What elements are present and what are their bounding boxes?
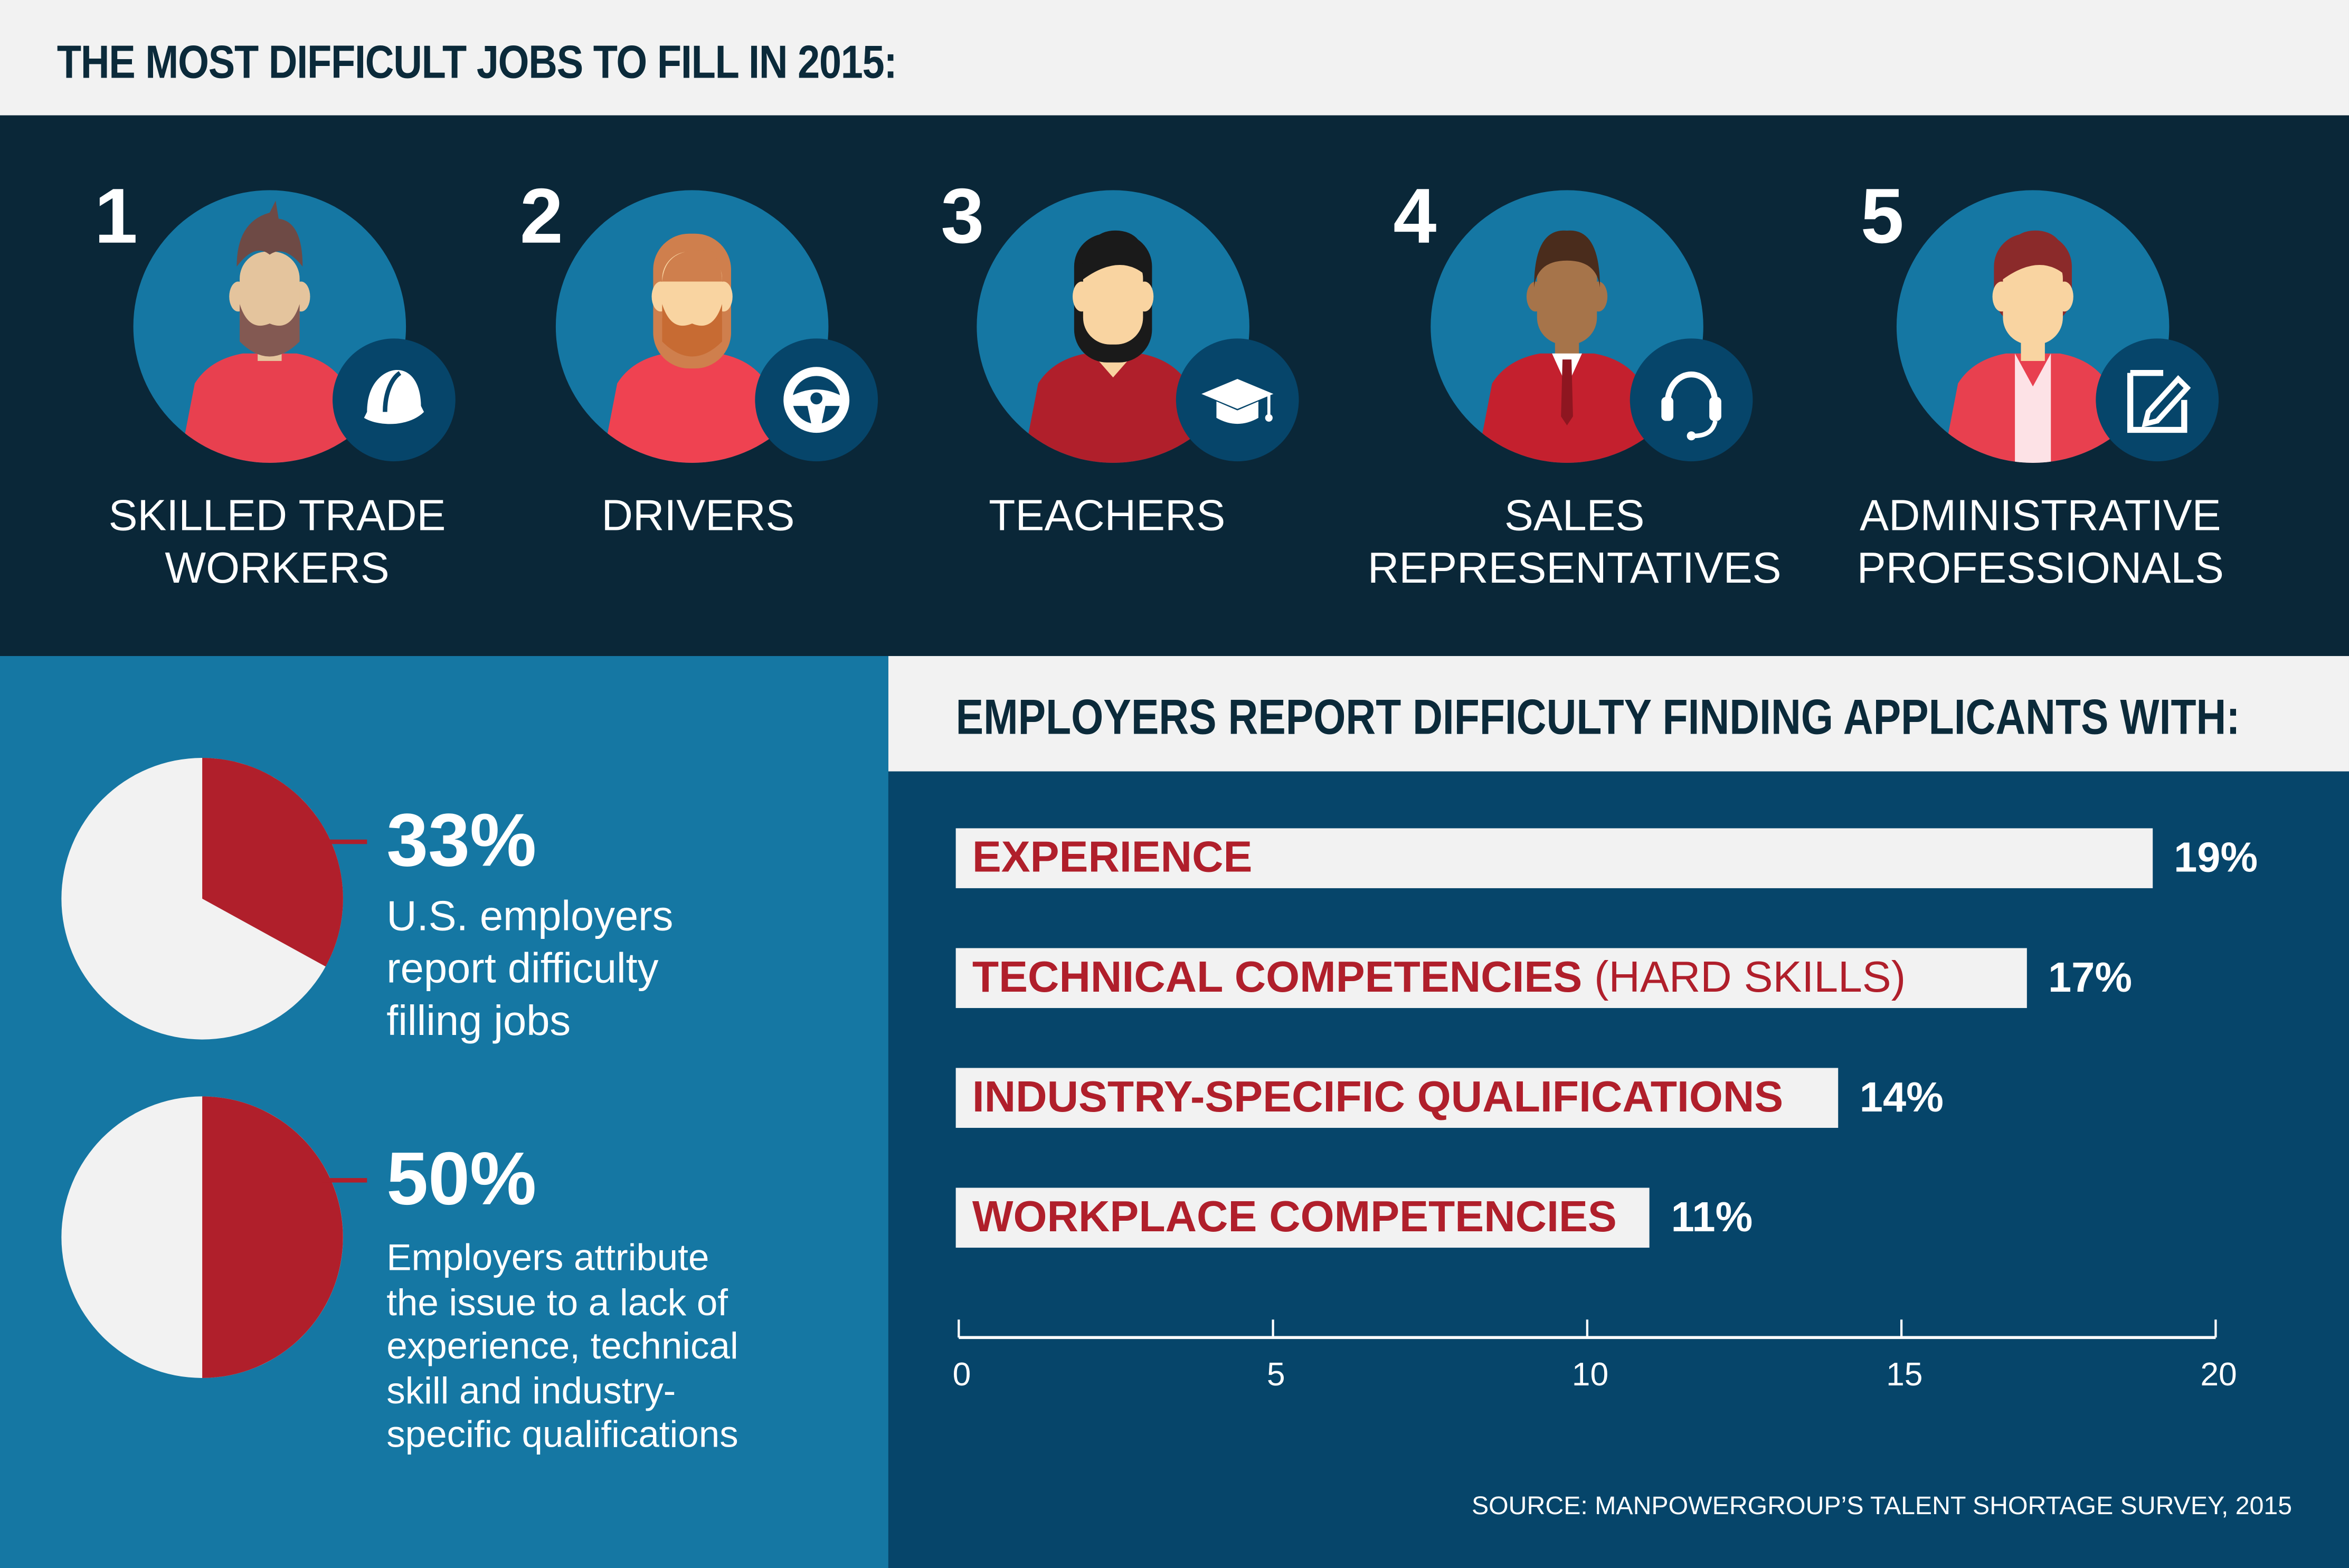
pie-slice-value — [202, 758, 343, 967]
x-tick-label: 5 — [1266, 1355, 1285, 1393]
chart-title: EMPLOYERS REPORT DIFFICULTY FINDING APPL… — [955, 689, 2240, 745]
job-label: SKILLED TRADE — [108, 492, 446, 541]
person-figure — [1940, 230, 2126, 463]
job-rank: 3 — [941, 174, 984, 261]
edit-document-icon — [2096, 338, 2219, 462]
job-label: DRIVERS — [601, 492, 795, 541]
job-label: PROFESSIONALS — [1857, 545, 2224, 593]
page-title: THE MOST DIFFICULT JOBS TO FILL IN 2015: — [56, 36, 897, 89]
job-illustration — [555, 190, 878, 463]
job-label: WORKERS — [165, 545, 390, 593]
person-figure — [1020, 230, 1206, 463]
header-band — [0, 0, 2349, 116]
hard-hat-icon — [333, 338, 456, 462]
bar-value-label: 14% — [1859, 1073, 1944, 1120]
chart-header-band — [888, 656, 2349, 772]
stat-value: 33% — [386, 798, 537, 882]
x-tick-label: 15 — [1886, 1355, 1923, 1393]
pie-chart — [61, 758, 367, 1040]
person-figure — [599, 233, 785, 463]
x-tick-label: 20 — [2200, 1355, 2237, 1393]
bar-category: EXPERIENCE — [972, 834, 1253, 882]
job-label: SALES — [1504, 492, 1645, 541]
job-illustration — [977, 190, 1299, 463]
bar: TECHNICAL COMPETENCIES (HARD SKILLS) — [955, 948, 2028, 1008]
bar-value-label: 19% — [2174, 834, 2258, 881]
job-label: TEACHERS — [989, 492, 1226, 541]
bar: EXPERIENCE — [955, 828, 2153, 888]
source-note: SOURCE: MANPOWERGROUP’S TALENT SHORTAGE … — [1471, 1491, 2293, 1521]
job-rank: 4 — [1393, 174, 1437, 261]
job-illustration — [1431, 190, 1753, 463]
stat-description: report difficulty — [386, 945, 659, 992]
bar-category: INDUSTRY-SPECIFIC QUALIFICATIONS — [972, 1073, 1784, 1122]
graduation-cap-icon — [1176, 338, 1299, 462]
person-figure — [176, 201, 363, 463]
bar: INDUSTRY-SPECIFIC QUALIFICATIONS — [955, 1068, 1839, 1128]
headset-icon — [1630, 338, 1753, 462]
stat-description: filling jobs — [386, 997, 571, 1044]
bar-category-suffix: (HARD SKILLS) — [1594, 954, 1906, 1002]
bar-category: WORKPLACE COMPETENCIES — [972, 1193, 1617, 1242]
job-illustration — [133, 190, 456, 463]
stat-description: specific qualifications — [386, 1414, 738, 1456]
bar-value-label: 11% — [1671, 1193, 1753, 1240]
steering-wheel-icon — [755, 338, 878, 462]
stat-value: 50% — [386, 1137, 537, 1221]
bar-value-label: 17% — [2048, 954, 2133, 1001]
pie-chart — [61, 1096, 367, 1378]
bar-label: WORKPLACE COMPETENCIES — [972, 1194, 1617, 1243]
job-label: ADMINISTRATIVE — [1860, 492, 2221, 541]
stat-description: Employers attribute — [386, 1237, 709, 1279]
pie-slice-value — [202, 1096, 343, 1378]
job-rank: 5 — [1860, 174, 1904, 261]
stat-description: the issue to a lack of — [386, 1281, 728, 1324]
person-figure — [1474, 230, 1660, 463]
job-illustration — [1896, 190, 2219, 463]
bar-category: TECHNICAL COMPETENCIES — [972, 954, 1583, 1002]
stat-description: U.S. employers — [386, 892, 674, 939]
x-tick-label: 10 — [1571, 1355, 1609, 1393]
job-label: REPRESENTATIVES — [1367, 545, 1782, 593]
bar-label: EXPERIENCE — [972, 834, 1253, 884]
stat-description: experience, technical — [386, 1325, 738, 1368]
stat-description: skill and industry- — [386, 1370, 676, 1412]
job-rank: 2 — [519, 174, 563, 261]
bar-label: INDUSTRY-SPECIFIC QUALIFICATIONS — [972, 1074, 1783, 1124]
bar-label: TECHNICAL COMPETENCIES (HARD SKILLS) — [972, 954, 1906, 1004]
job-rank: 1 — [94, 174, 138, 261]
x-tick-label: 0 — [952, 1355, 971, 1393]
bar: WORKPLACE COMPETENCIES — [955, 1187, 1650, 1248]
